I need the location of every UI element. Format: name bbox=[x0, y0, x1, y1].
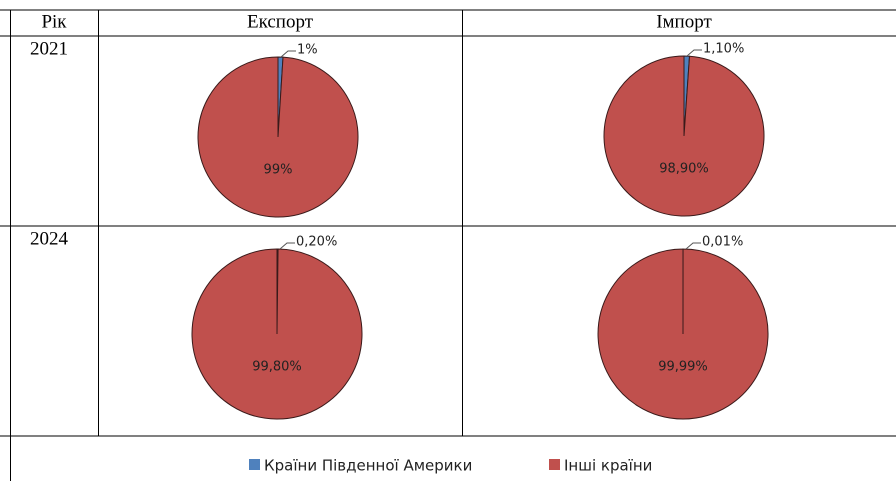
year: 2024 bbox=[30, 228, 69, 249]
data-label: 1,10% bbox=[703, 42, 744, 57]
data-label: 0,20% bbox=[296, 235, 337, 250]
data-label: 1% bbox=[297, 43, 318, 58]
legend-label: Країни Південної Америки bbox=[264, 457, 472, 475]
data-label: 0,01% bbox=[702, 235, 743, 250]
leader-line bbox=[280, 50, 296, 58]
data-label: 99,80% bbox=[252, 360, 302, 375]
legend-label: Інші країни bbox=[564, 457, 652, 475]
pie-slice bbox=[597, 248, 769, 420]
legend-swatch bbox=[549, 459, 560, 470]
pie-slice bbox=[197, 56, 359, 218]
pie-slice bbox=[191, 248, 363, 420]
header: Експорт bbox=[247, 11, 314, 32]
data-label: 99,99% bbox=[658, 360, 708, 375]
leader-line bbox=[686, 49, 702, 57]
pie-slice bbox=[603, 55, 765, 217]
header: Імпорт bbox=[656, 11, 712, 32]
year: 2021 bbox=[30, 38, 68, 59]
data-label: 98,90% bbox=[659, 162, 709, 177]
data-label: 99% bbox=[264, 163, 293, 178]
leader-line bbox=[279, 242, 295, 250]
header: Рік bbox=[41, 11, 67, 32]
legend-swatch bbox=[249, 459, 260, 470]
table-lines bbox=[0, 9, 896, 481]
leader-line bbox=[685, 242, 701, 250]
